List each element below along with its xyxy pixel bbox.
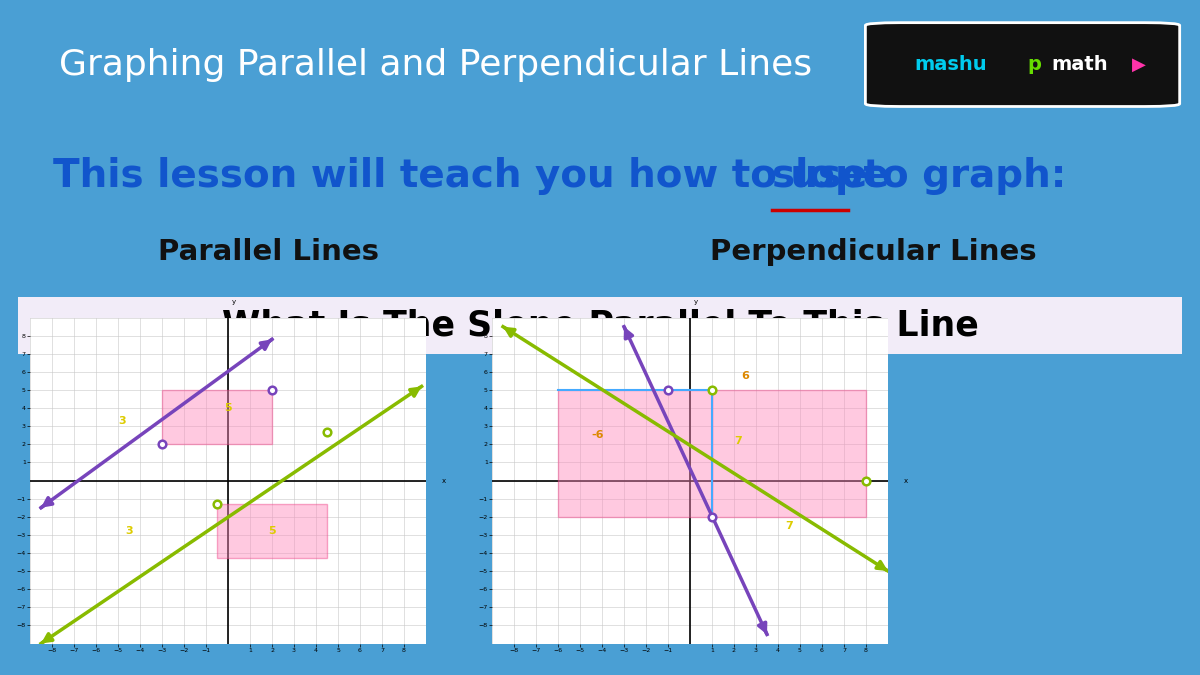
Text: math: math xyxy=(1051,55,1109,74)
Bar xyxy=(558,390,712,517)
Text: Perpendicular Lines: Perpendicular Lines xyxy=(710,238,1037,267)
Text: to graph:: to graph: xyxy=(851,157,1067,195)
Text: slope: slope xyxy=(773,157,889,195)
Text: What Is The Slope Parallel To This Line: What Is The Slope Parallel To This Line xyxy=(222,308,978,343)
Text: Parallel Lines: Parallel Lines xyxy=(157,238,379,267)
Text: x: x xyxy=(904,477,907,483)
Text: 6: 6 xyxy=(742,371,749,381)
Bar xyxy=(18,297,1182,354)
Text: mashu: mashu xyxy=(914,55,986,74)
Text: p: p xyxy=(1027,55,1042,74)
Text: y: y xyxy=(694,299,697,305)
Bar xyxy=(712,390,866,517)
Text: 3: 3 xyxy=(125,526,133,536)
Text: x: x xyxy=(442,477,445,483)
Text: 3: 3 xyxy=(119,416,126,426)
Text: Graphing Parallel and Perpendicular Lines: Graphing Parallel and Perpendicular Line… xyxy=(59,47,812,82)
Text: &: & xyxy=(590,432,673,524)
Text: This lesson will teach you how to use: This lesson will teach you how to use xyxy=(53,157,881,195)
Text: 5: 5 xyxy=(268,526,276,536)
FancyBboxPatch shape xyxy=(865,23,1180,107)
Text: 7: 7 xyxy=(785,521,793,531)
Text: 7: 7 xyxy=(734,436,743,446)
Bar xyxy=(162,390,272,444)
Bar xyxy=(217,504,328,558)
Text: y: y xyxy=(232,299,235,305)
Text: -6: -6 xyxy=(592,430,604,440)
Text: 5: 5 xyxy=(224,403,232,413)
Text: ▶: ▶ xyxy=(1132,55,1146,74)
